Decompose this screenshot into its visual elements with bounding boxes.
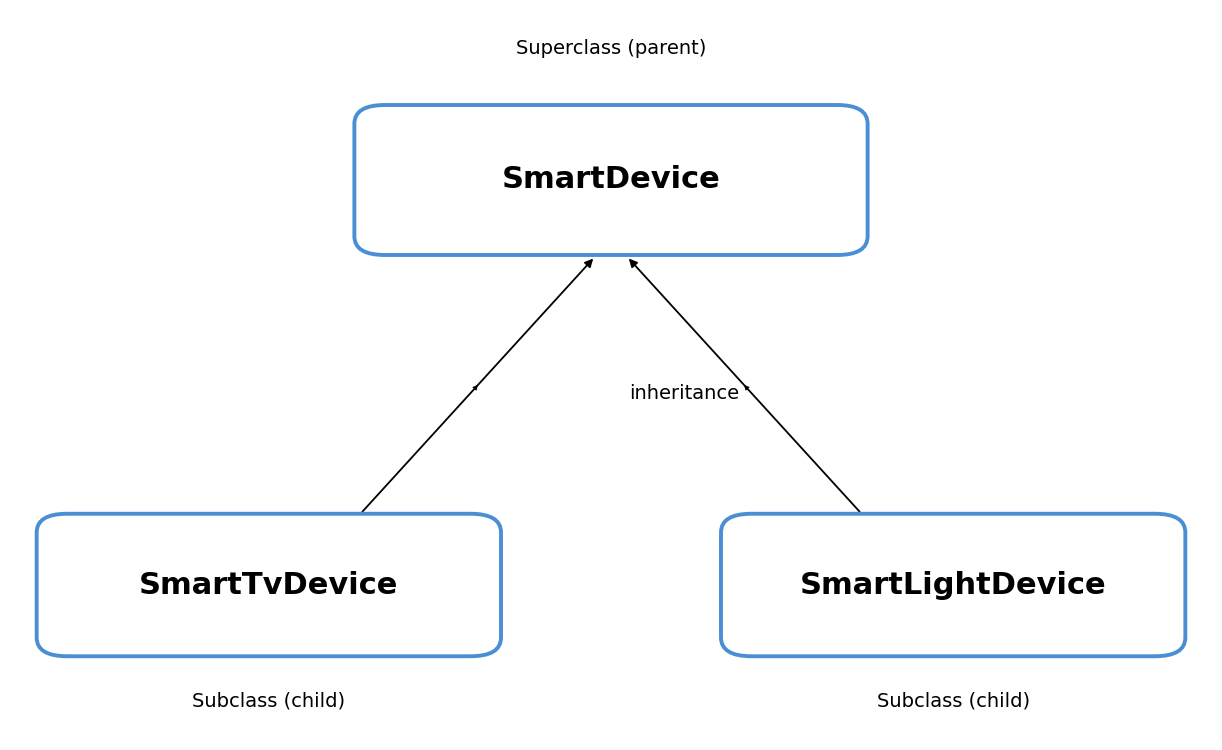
Text: Subclass (child): Subclass (child) bbox=[876, 692, 1030, 711]
Text: Subclass (child): Subclass (child) bbox=[192, 692, 346, 711]
Text: SmartTvDevice: SmartTvDevice bbox=[139, 571, 398, 599]
FancyBboxPatch shape bbox=[354, 105, 868, 255]
Text: inheritance: inheritance bbox=[629, 384, 739, 404]
Text: SmartLightDevice: SmartLightDevice bbox=[800, 571, 1106, 599]
FancyBboxPatch shape bbox=[721, 514, 1185, 656]
Text: SmartDevice: SmartDevice bbox=[501, 166, 721, 194]
Text: Superclass (parent): Superclass (parent) bbox=[516, 39, 706, 58]
FancyBboxPatch shape bbox=[37, 514, 501, 656]
